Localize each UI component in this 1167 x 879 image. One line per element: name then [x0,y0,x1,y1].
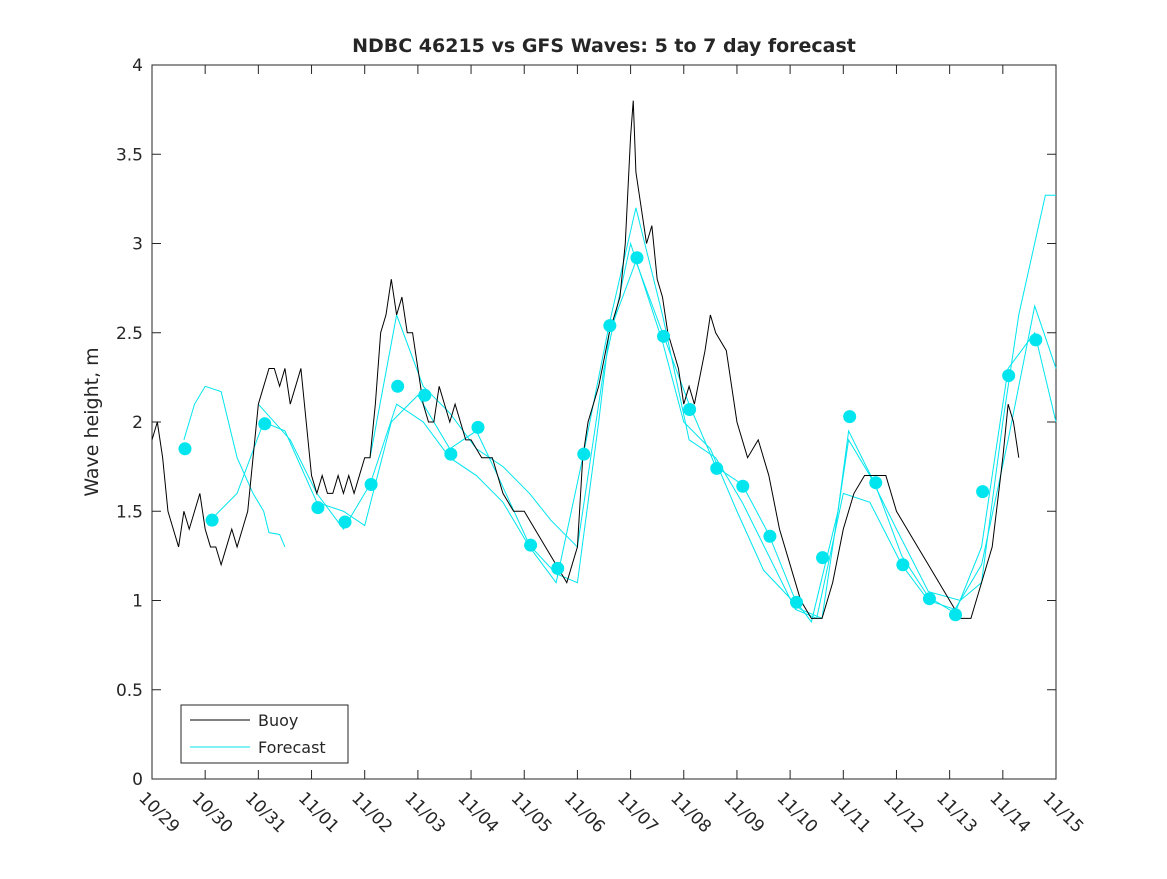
forecast-marker [391,379,405,393]
forecast-marker [948,608,962,622]
forecast-marker [551,561,565,575]
x-tick-label: 11/01 [294,788,343,837]
x-tick-label: 11/14 [985,788,1034,837]
forecast-marker [178,442,192,456]
buoy-line [151,100,1020,619]
x-tick-label: 11/15 [1038,788,1087,837]
legend-forecast-label: Forecast [258,738,326,757]
forecast-marker [444,447,458,461]
forecast-marker [922,592,936,606]
forecast-marker [630,251,644,265]
legend: Buoy Forecast [180,704,349,764]
forecast-line-0 [183,385,286,548]
forecast-marker [311,501,325,515]
x-tick-label: 11/04 [454,788,503,837]
x-tick-label: 11/08 [666,788,715,837]
legend-buoy-label: Buoy [258,711,298,730]
x-tick-label: 11/12 [879,788,928,837]
plot-area [151,64,1057,780]
y-tick-label: 0.5 [116,681,143,701]
y-tick-label: 2 [132,413,143,433]
y-tick-label: 2.5 [116,324,143,344]
forecast-marker [1002,369,1016,383]
forecast-marker [710,461,724,475]
x-tick-label: 10/30 [188,788,237,837]
x-tick-label: 11/03 [400,788,449,837]
forecast-marker [577,447,591,461]
forecast-marker [524,538,538,552]
forecast-marker [258,417,272,431]
forecast-marker [843,410,857,424]
x-tick-label: 10/29 [134,788,183,837]
forecast-marker [205,513,219,527]
y-axis-label: Wave height, m [81,347,103,496]
x-tick-label: 11/07 [613,788,662,837]
forecast-marker [603,319,617,333]
legend-box [180,704,349,764]
forecast-marker [736,479,750,493]
y-tick-label: 3.5 [116,145,143,165]
y-tick-label: 0 [132,770,143,790]
y-tick-label: 1.5 [116,502,143,522]
forecast-marker [896,558,910,572]
x-tick-label: 11/09 [719,788,768,837]
forecast-marker [657,329,671,343]
y-tick-label: 1 [132,592,143,612]
forecast-marker [763,529,777,543]
x-tick-label: 11/10 [773,788,822,837]
forecast-marker [683,403,697,417]
y-tick-label: 4 [132,56,143,76]
x-tick-label: 11/05 [507,788,556,837]
x-tick-label: 11/02 [347,788,396,837]
forecast-marker [869,476,883,490]
y-tick-label: 3 [132,235,143,255]
forecast-marker [364,477,378,491]
forecast-marker [976,485,990,499]
forecast-marker [1029,333,1043,347]
forecast-marker [471,420,485,434]
forecast-marker [789,595,803,609]
x-tick-label: 11/06 [560,788,609,837]
x-tick-label: 11/13 [932,788,981,837]
forecast-marker [418,388,432,402]
forecast-marker [338,515,352,529]
forecast-marker [816,551,830,565]
x-tick-label: 11/11 [826,788,875,837]
chart-title: NDBC 46215 vs GFS Waves: 5 to 7 day fore… [352,35,856,57]
x-tick-label: 10/31 [241,788,290,837]
